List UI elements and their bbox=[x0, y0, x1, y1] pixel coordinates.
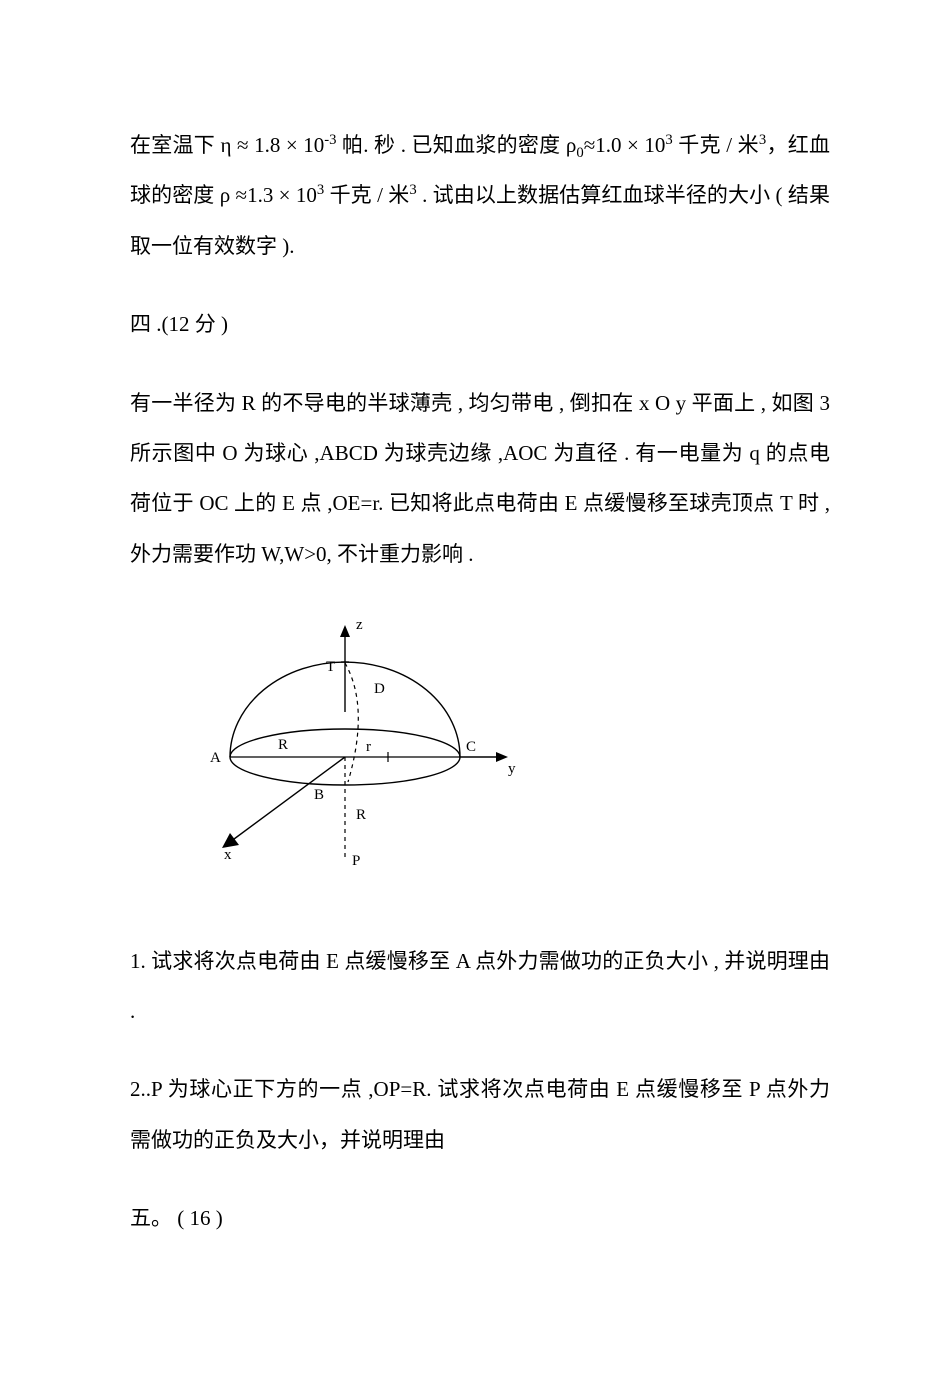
sup: 3 bbox=[409, 182, 416, 198]
text: 千克 / 米 bbox=[324, 183, 409, 207]
text: 千克 / 米 bbox=[673, 133, 759, 157]
paragraph-intro: 在室温下 η ≈ 1.8 × 10-3 帕. 秒 . 已知血浆的密度 ρ0≈1.… bbox=[130, 120, 830, 271]
label-R-bottom: R bbox=[356, 807, 366, 823]
label-D: D bbox=[374, 681, 385, 697]
sub: 0 bbox=[576, 145, 583, 161]
label-R-top: R bbox=[278, 737, 288, 753]
question-2: 2..P 为球心正下方的一点 ,OP=R. 试求将次点电荷由 E 点缓慢移至 P… bbox=[130, 1064, 830, 1165]
section-4-body: 有一半径为 R 的不导电的半球薄壳 , 均匀带电 , 倒扣在 x O y 平面上… bbox=[130, 378, 830, 580]
text: 在室温下 η ≈ 1.8 × 10 bbox=[130, 133, 324, 157]
label-y: y bbox=[508, 761, 516, 777]
label-x: x bbox=[224, 847, 232, 863]
label-A: A bbox=[210, 750, 221, 766]
label-P: P bbox=[352, 853, 360, 869]
label-B: B bbox=[314, 787, 324, 803]
section-5-heading: 五。 ( 16 ) bbox=[130, 1193, 830, 1243]
label-r: r bbox=[366, 739, 371, 755]
question-1: 1. 试求将次点电荷由 E 点缓慢移至 A 点外力需做功的正负大小 , 并说明理… bbox=[130, 936, 830, 1037]
label-T: T bbox=[326, 659, 335, 675]
text: ≈1.0 × 10 bbox=[584, 133, 666, 157]
label-C: C bbox=[466, 739, 476, 755]
sup: -3 bbox=[324, 132, 336, 148]
section-4-heading: 四 .(12 分 ) bbox=[130, 299, 830, 349]
sup: 3 bbox=[665, 132, 672, 148]
figure-hemisphere: z T D A R r C y B R x P bbox=[170, 607, 830, 905]
label-z: z bbox=[356, 617, 363, 633]
text: 帕. 秒 . 已知血浆的密度 ρ bbox=[336, 133, 576, 157]
